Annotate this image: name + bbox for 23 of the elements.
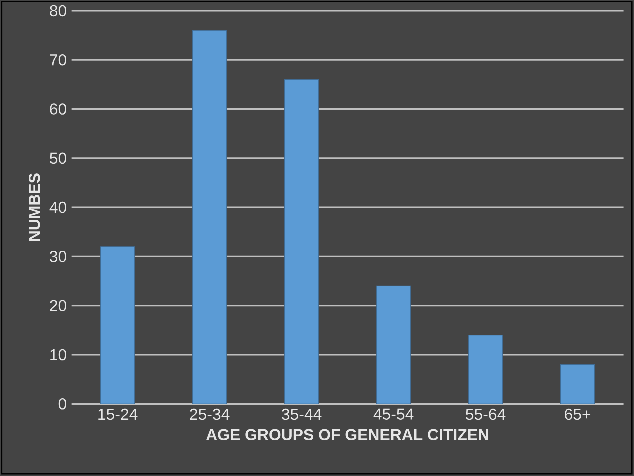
bar (560, 364, 596, 404)
x-tick-label: 45-54 (374, 408, 414, 420)
y-tick-label: 80 (50, 5, 67, 17)
bar (376, 286, 412, 404)
x-tick-label: 35-44 (282, 408, 322, 420)
y-axis-title: NUMBES (28, 174, 40, 242)
x-tick-label: 25-34 (190, 408, 230, 420)
bar (468, 335, 504, 404)
y-tick-label: 50 (50, 152, 67, 164)
y-tick-label: 30 (50, 251, 67, 262)
y-tick-label: 0 (58, 398, 67, 410)
x-tick-label: 55-64 (466, 408, 506, 420)
bar (192, 30, 228, 404)
x-axis-title: AGE GROUPS OF GENERAL CITIZEN (206, 429, 488, 441)
y-tick-label: 60 (50, 104, 67, 115)
bar (284, 80, 320, 404)
x-tick-label: 15-24 (98, 408, 138, 420)
x-tick-label: 65+ (565, 408, 591, 420)
y-tick-label: 70 (50, 54, 67, 66)
y-tick-label: 40 (50, 202, 67, 214)
y-tick-label: 10 (50, 349, 67, 361)
y-tick-label: 20 (50, 300, 67, 312)
bar (100, 246, 136, 404)
